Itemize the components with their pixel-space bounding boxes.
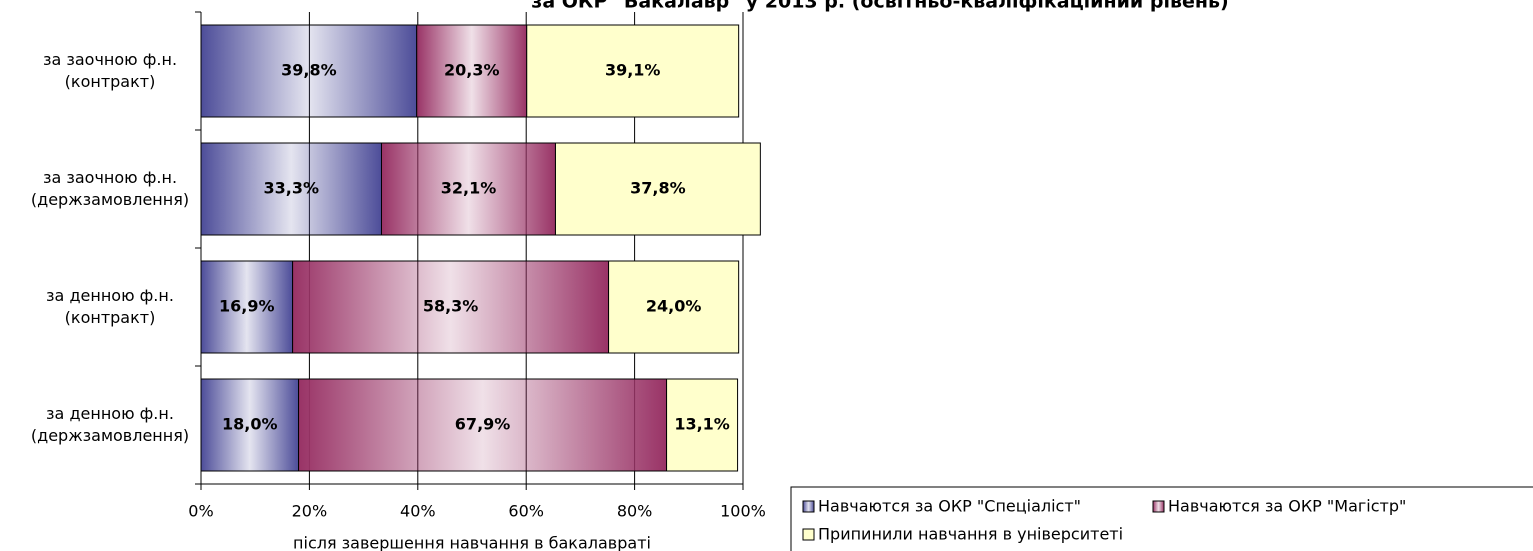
y-tick-label: за заочною ф.н. (контракт)	[43, 50, 177, 91]
bar-segment	[554, 142, 761, 236]
bar-segment	[200, 142, 382, 236]
legend-label: Навчаются за ОКР "Магістр"	[1168, 497, 1406, 516]
y-tick-label: за заочною ф.н. (держзамовлення)	[31, 168, 189, 209]
data-label: 58,3%	[423, 297, 479, 316]
legend-swatch	[1152, 500, 1165, 513]
x-tick-label: 60%	[508, 502, 544, 521]
legend-label: Припинили навчання в університеті	[818, 525, 1123, 544]
bar-segment	[292, 260, 610, 354]
y-tick-label: за денною ф.н. (держзамовлення)	[31, 404, 189, 445]
bar-segment	[526, 24, 740, 118]
data-label: 39,1%	[605, 61, 661, 80]
bar-segment	[200, 260, 294, 354]
x-tick-label: 80%	[617, 502, 653, 521]
data-label: 13,1%	[674, 415, 730, 434]
data-label: 32,1%	[441, 179, 497, 198]
x-tick-label: 40%	[400, 502, 436, 521]
legend-label: Навчаются за ОКР "Спеціаліст"	[818, 497, 1081, 516]
bar-segment	[608, 260, 740, 354]
x-tick-label: 0%	[188, 502, 213, 521]
legend-box	[790, 486, 1533, 551]
data-label: 67,9%	[455, 415, 511, 434]
bar-segment	[380, 142, 556, 236]
data-label: 37,8%	[630, 179, 686, 198]
data-label: 16,9%	[219, 297, 275, 316]
bar-segment	[298, 378, 668, 472]
data-label: 24,0%	[646, 297, 702, 316]
x-axis-title: після завершення навчання в бакалавраті	[293, 534, 651, 551]
data-label: 20,3%	[444, 61, 500, 80]
data-label: 39,8%	[281, 61, 337, 80]
y-tick-label: за денною ф.н. (контракт)	[46, 286, 174, 327]
bar-segment	[416, 24, 528, 118]
bar-segment	[200, 24, 418, 118]
data-label: 33,3%	[263, 179, 319, 198]
chart-title: за ОКР "Бакалавр" у 2013 р. (освітньо-кв…	[531, 0, 1228, 13]
bar-segment	[666, 378, 739, 472]
data-label: 18,0%	[222, 415, 278, 434]
bar-segment	[200, 378, 300, 472]
legend-swatch	[802, 528, 815, 541]
x-tick-label: 100%	[720, 502, 766, 521]
legend-swatch	[802, 500, 815, 513]
x-tick-label: 20%	[292, 502, 328, 521]
